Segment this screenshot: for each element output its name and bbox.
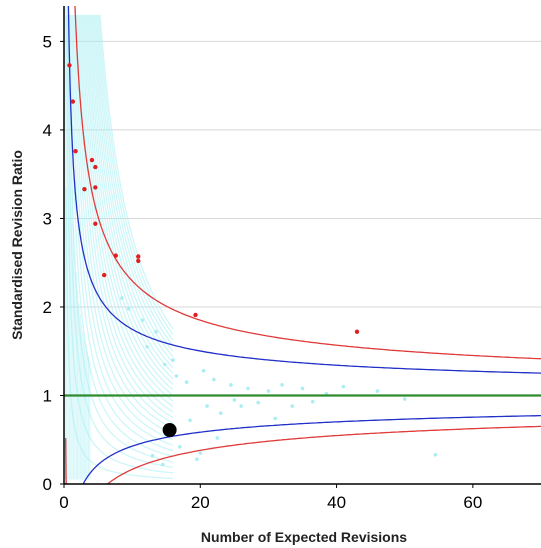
background-point xyxy=(185,380,189,384)
outlier-point xyxy=(82,187,86,191)
background-point xyxy=(273,417,277,421)
background-point xyxy=(219,411,223,415)
x-axis-title: Number of Expected Revisions xyxy=(201,529,407,545)
background-point xyxy=(403,397,407,401)
outlier-point xyxy=(93,165,97,169)
background-point xyxy=(171,358,175,362)
outlier-point xyxy=(355,330,359,334)
highlight-point xyxy=(163,423,177,437)
background-point xyxy=(195,457,199,461)
background-point xyxy=(141,318,145,322)
background-point xyxy=(151,454,155,458)
outlier-point xyxy=(71,99,75,103)
highlight-point-group xyxy=(163,423,177,437)
background-point xyxy=(216,436,220,440)
background-point xyxy=(233,398,237,402)
plot-background xyxy=(64,6,541,484)
background-point xyxy=(120,296,124,300)
outlier-point xyxy=(102,273,106,277)
background-point xyxy=(163,363,167,367)
background-point xyxy=(246,387,250,391)
background-point xyxy=(161,463,165,467)
background-point xyxy=(198,451,202,455)
outlier-point xyxy=(136,254,140,258)
background-point xyxy=(434,453,438,457)
outlier-point xyxy=(93,185,97,189)
background-point xyxy=(256,401,260,405)
background-point xyxy=(127,307,131,311)
outlier-point xyxy=(90,158,94,162)
background-point xyxy=(376,389,380,393)
x-tick-label: 0 xyxy=(59,493,68,512)
outlier-point xyxy=(114,253,118,257)
y-tick-label: 1 xyxy=(43,386,52,405)
background-point xyxy=(178,445,182,449)
background-point xyxy=(154,330,158,334)
outlier-point xyxy=(67,63,71,67)
background-point xyxy=(205,404,209,408)
x-tick-label: 40 xyxy=(327,493,346,512)
outlier-point xyxy=(193,313,197,317)
background-point xyxy=(290,404,294,408)
background-point xyxy=(188,418,192,422)
y-axis-title: Standardised Revision Ratio xyxy=(9,150,25,340)
background-point xyxy=(212,378,216,382)
background-point xyxy=(239,404,243,408)
outlier-point xyxy=(136,259,140,263)
y-tick-label: 2 xyxy=(43,298,52,317)
x-tick-label: 20 xyxy=(191,493,210,512)
background-point xyxy=(267,389,271,393)
y-tick-label: 5 xyxy=(43,32,52,51)
x-tick-label: 60 xyxy=(463,493,482,512)
outlier-point xyxy=(73,149,77,153)
background-point xyxy=(175,374,179,378)
y-tick-label: 3 xyxy=(43,209,52,228)
background-point xyxy=(280,383,284,387)
y-tick-label: 0 xyxy=(43,475,52,494)
background-point xyxy=(301,387,305,391)
background-point xyxy=(311,400,315,404)
background-point xyxy=(145,345,149,349)
background-point xyxy=(229,383,233,387)
outlier-point xyxy=(93,222,97,226)
y-tick-label: 4 xyxy=(43,121,52,140)
background-point xyxy=(202,369,206,373)
background-point xyxy=(342,385,346,389)
